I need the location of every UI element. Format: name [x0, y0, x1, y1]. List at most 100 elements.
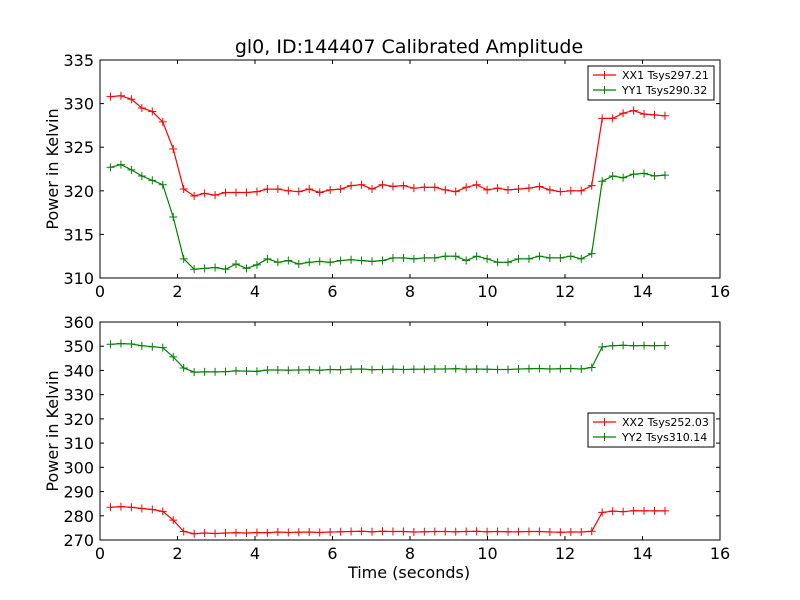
bottom-series-0-point [336, 527, 345, 536]
top-x-tick-label: 0 [95, 282, 105, 301]
bottom-y-tick-label: 340 [63, 361, 94, 380]
top-series-1-point [587, 249, 596, 258]
top-legend-marker [600, 71, 609, 79]
top-series-1-point [556, 253, 565, 262]
bottom-series-0-point [200, 528, 209, 537]
top-x-tick-label: 2 [172, 282, 182, 301]
bottom-series-0-point [137, 504, 146, 513]
top-series-0-point [315, 188, 324, 197]
top-y-tick-label: 320 [63, 182, 94, 201]
bottom-series-0-point [441, 527, 450, 536]
bottom-series-0-point [640, 506, 649, 515]
bottom-series-0-point [399, 527, 408, 536]
bottom-series-1-point [347, 365, 356, 374]
top-x-tick-label: 16 [710, 282, 730, 301]
top-series-0-point [640, 110, 649, 119]
top-series-0-point [252, 187, 261, 196]
bottom-series-1-point [608, 341, 617, 350]
bottom-series-0-point [462, 527, 471, 536]
top-series-0-point [462, 183, 471, 192]
bottom-legend: XX2 Tsys252.03 YY2 Tsys310.14 [587, 412, 715, 448]
bottom-series-0-point [472, 527, 481, 536]
bottom-series-1-point [106, 340, 115, 349]
bottom-series-1-point [336, 365, 345, 374]
bottom-series-0-point [211, 529, 220, 538]
bottom-y-tick-label: 320 [63, 410, 94, 429]
bottom-series-0-point [221, 528, 230, 537]
bottom-series-0-point [378, 527, 387, 536]
top-series-1-point [608, 171, 617, 180]
top-series-1-point [388, 253, 397, 262]
bottom-series-1-point [137, 341, 146, 350]
top-series-1-point [462, 256, 471, 265]
top-series-1-point [577, 254, 586, 263]
bottom-series-1-point [441, 364, 450, 373]
top-series-1-point [294, 260, 303, 269]
top-series-1-point [211, 263, 220, 272]
bottom-series-0-point [587, 527, 596, 536]
bottom-series-0-point [483, 527, 492, 536]
top-series-0-point [556, 187, 565, 196]
bottom-series-0-point [504, 527, 513, 536]
bottom-y-tick-label: 350 [63, 337, 94, 356]
bottom-series-1-point [294, 365, 303, 374]
top-series-0-point [545, 185, 554, 194]
top-series-0-point [347, 181, 356, 190]
top-series-0-point [598, 114, 607, 123]
top-series-1-point [232, 260, 241, 269]
top-series-0-point [577, 186, 586, 195]
bottom-series-0-point [357, 527, 366, 536]
bottom-series-0-point [566, 528, 575, 537]
top-series-0-point [472, 180, 481, 189]
top-series-0-point [211, 191, 220, 200]
top-series-0-point [608, 114, 617, 123]
bottom-series-0-point [305, 528, 314, 537]
top-series-1-point [640, 169, 649, 178]
bottom-x-tick-label: 12 [555, 544, 575, 563]
bottom-series-0-point [451, 527, 460, 536]
bottom-series-0-point [608, 507, 617, 516]
top-series-0-point [263, 185, 272, 194]
top-series-1-point [263, 254, 272, 263]
bottom-series-0-point [116, 502, 125, 511]
bottom-y-tick-label: 300 [63, 458, 94, 477]
bottom-series-0-point [629, 506, 638, 515]
bottom-series-1-point [190, 368, 199, 377]
top-x-tick-label: 4 [250, 282, 260, 301]
top-series-0-point [368, 185, 377, 194]
bottom-x-tick-label: 10 [477, 544, 497, 563]
bottom-series-1-point [650, 341, 659, 350]
top-series-0-point [650, 110, 659, 119]
bottom-series-1-point [566, 364, 575, 373]
top-series-0-point [336, 185, 345, 194]
bottom-series-1-point [326, 365, 335, 374]
top-series-1-point [305, 258, 314, 267]
bottom-y-tick-label: 280 [63, 507, 94, 526]
bottom-y-tick-label: 360 [63, 313, 94, 332]
bottom-series-1-point [545, 364, 554, 373]
top-series-0-point [294, 187, 303, 196]
bottom-plot-panel: 0 2 4 6 8 10 12 14 16 270 280 290 300 310 320 330 340 350… [43, 313, 730, 563]
top-series-0-point [242, 188, 251, 197]
bottom-series-1-point [629, 341, 638, 350]
top-series-0-point [535, 182, 544, 191]
top-x-tick-label: 6 [327, 282, 337, 301]
bottom-series-1-point [252, 367, 261, 376]
bottom-series-1-point [409, 365, 418, 374]
top-series-1-point [315, 257, 324, 266]
bottom-series-1-point [640, 341, 649, 350]
bottom-legend-box [587, 412, 715, 448]
bottom-series-0-point [409, 528, 418, 537]
bottom-series-0-point [598, 508, 607, 517]
top-series-1-point [148, 176, 157, 185]
top-series-0-point [629, 106, 638, 115]
bottom-series-1-point [598, 342, 607, 351]
bottom-series-0-point [326, 528, 335, 537]
bottom-x-tick-label: 0 [95, 544, 105, 563]
bottom-series-0-point [660, 506, 669, 515]
top-series-1-point [660, 171, 669, 180]
top-series-0-point [587, 181, 596, 190]
top-y-tick-label: 330 [63, 95, 94, 114]
bottom-series-0-point [148, 505, 157, 514]
